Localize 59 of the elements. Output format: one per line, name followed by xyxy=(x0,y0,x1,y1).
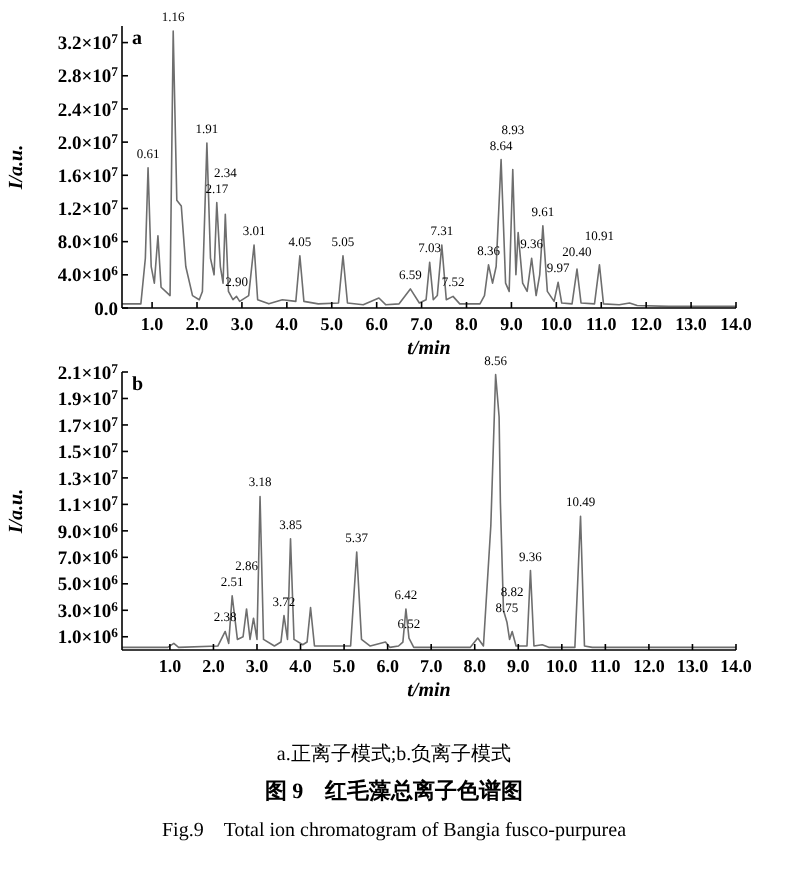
y-tick-label: 1.3×10$^{7}$ xyxy=(57,467,120,491)
x-tick-label: 6.0 xyxy=(376,656,400,676)
x-tick-label: 12.0 xyxy=(630,314,663,334)
x-tick-label: 3.0 xyxy=(230,314,255,334)
x-tick-label: 1.0 xyxy=(158,656,183,676)
x-tick-label: 11.0 xyxy=(590,656,622,676)
y-tick-label: 1.1×10$^{7}$ xyxy=(57,494,120,518)
y-tick-label: 3.0×10$^{6}$ xyxy=(57,599,120,623)
y-tick-label: 9.0×10$^{6}$ xyxy=(57,520,120,544)
y-tick-label: 1.7×10$^{7}$ xyxy=(57,414,120,438)
x-tick-label: 7.0 xyxy=(419,656,444,676)
x-tick-label: 11.0 xyxy=(585,314,618,334)
y-tick-label: 1.9×10$^{7}$ xyxy=(57,388,120,412)
x-tick-label: 13.0 xyxy=(676,656,710,676)
x-tick-label: 3.0 xyxy=(245,656,270,676)
text: a.正离子模式;b.负离子模式 xyxy=(276,742,512,766)
y-tick-label: 8.0×10$^{6}$ xyxy=(57,231,120,255)
y-tick-label: 3.2×10$^{7}$ xyxy=(57,32,120,56)
x-tick-label: 5.0 xyxy=(332,656,357,676)
y-tick-label: 2.8×10$^{7}$ xyxy=(57,65,120,89)
x-tick-label: 14.0 xyxy=(720,656,753,676)
y-tick-label: 1.6×10$^{7}$ xyxy=(57,164,120,188)
x-tick-label: 14.0 xyxy=(720,314,753,334)
y-tick-label: 0.0 xyxy=(94,300,119,321)
y-tick-label: 2.0×10$^{7}$ xyxy=(57,131,120,155)
x-tick-label: 6.0 xyxy=(365,314,389,334)
line-series xyxy=(121,30,737,308)
x-tick-label: 10.0 xyxy=(540,314,574,334)
x-axis-title: t/min xyxy=(407,680,452,702)
x-tick-label: 12.0 xyxy=(633,656,666,676)
x-tick-label: 10.0 xyxy=(546,656,579,676)
x-axis-title: t/min xyxy=(407,338,452,360)
y-tick-label: 2.4×10$^{7}$ xyxy=(57,98,120,122)
x-tick-label: 2.0 xyxy=(202,656,226,676)
y-tick-label: 1.2×10$^{7}$ xyxy=(57,198,120,222)
chart-title: b xyxy=(132,374,144,396)
x-tick-label: 2.0 xyxy=(185,314,210,334)
y-tick-label: 1.0×10$^{6}$ xyxy=(57,626,120,650)
y-tick-label: 1.5×10$^{7}$ xyxy=(57,441,120,465)
y-tick-label: 5.0×10$^{6}$ xyxy=(57,573,120,597)
x-tick-label: 13.0 xyxy=(675,314,708,334)
x-tick-label: 4.0 xyxy=(289,656,313,676)
y-axis-title: I/a.u. xyxy=(6,144,28,192)
y-tick-label: 7.0×10$^{6}$ xyxy=(57,546,120,570)
caption: Fig.9 Total ion chromatogram of Bangia fusco-purpurea xyxy=(161,820,628,842)
y-tick-label: 4.0×10$^{6}$ xyxy=(57,264,120,288)
x-tick-label: 1.0 xyxy=(140,314,165,334)
x-tick-label: 4.0 xyxy=(275,314,300,334)
x-tick-label: 9.0 xyxy=(507,656,531,676)
x-tick-label: 7.0 xyxy=(410,314,434,334)
chart-title: a xyxy=(132,28,142,50)
y-tick-label: 2.1×10$^{7}$ xyxy=(57,361,120,385)
caption: 图 9 红毛藻总离子色谱图 xyxy=(264,778,524,804)
x-tick-label: 8.0 xyxy=(455,314,479,334)
y-axis-title: I/a.u. xyxy=(6,488,28,536)
line-series xyxy=(121,373,737,649)
x-tick-label: 5.0 xyxy=(320,314,345,334)
x-tick-label: 9.0 xyxy=(500,314,524,334)
x-tick-label: 8.0 xyxy=(463,656,487,676)
